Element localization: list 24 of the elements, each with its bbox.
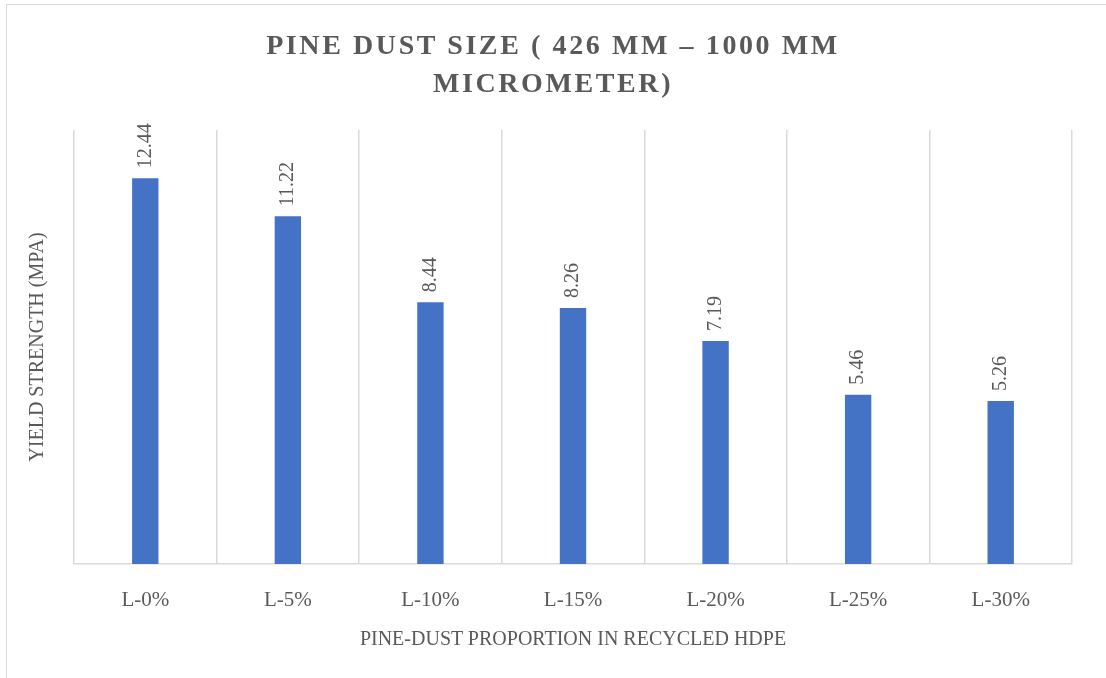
bar [987, 400, 1014, 564]
data-label: 5.46 [845, 349, 868, 385]
x-tick-label: L-15% [543, 587, 603, 612]
x-tick-label: L-10% [401, 587, 460, 612]
chart-title: PINE DUST SIZE ( 426 MM – 1000 MM MICROMETER) [265, 28, 841, 100]
data-label: 8.44 [417, 257, 440, 293]
data-label: 7.19 [702, 296, 725, 332]
x-tick-label: L-25% [828, 587, 888, 612]
bar [844, 394, 872, 564]
bar [132, 178, 159, 564]
bar [417, 302, 444, 564]
data-label: 12.44 [132, 123, 155, 169]
bar [274, 216, 302, 564]
x-tick-label: L-0% [121, 587, 170, 612]
y-axis-title: YIELD STRENGTH (MPA) [25, 232, 49, 462]
x-axis-title: PINE-DUST PROPORTION IN RECYCLED HDPE [359, 627, 787, 650]
x-tick-label: L-30% [971, 587, 1030, 612]
data-label: 8.26 [560, 262, 583, 298]
data-label: 5.26 [987, 355, 1010, 391]
x-tick-label: L-20% [686, 587, 745, 612]
data-label: 11.22 [275, 161, 298, 207]
x-tick-label: L-5% [263, 587, 312, 612]
bar [702, 341, 729, 564]
bar [559, 307, 587, 564]
